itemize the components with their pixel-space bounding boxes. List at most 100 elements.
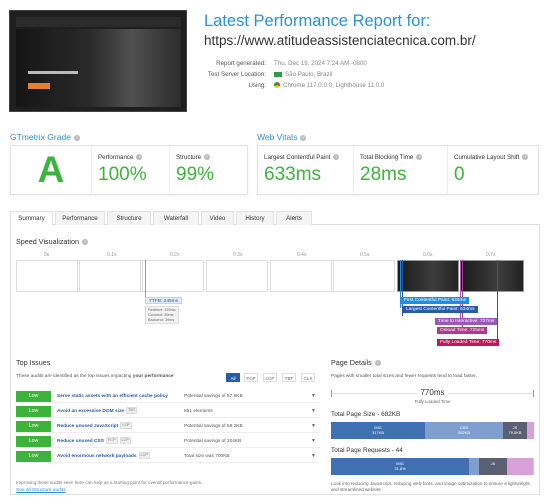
issue-title-wrap[interactable]: Reduce unused JavaScript LCP xyxy=(57,420,132,433)
page-requests-bar: IMG 31.8% JS xyxy=(331,458,534,475)
chevron-down-icon[interactable]: ▼ xyxy=(311,438,316,444)
chevron-down-icon[interactable]: ▼ xyxy=(311,453,316,459)
chevron-down-icon[interactable]: ▼ xyxy=(311,408,316,414)
fcp-marker: First Contentful Paint: 634ms xyxy=(401,297,469,304)
bar-segment: JS 79.5KB xyxy=(503,422,527,439)
timeline-tick: 0.1s xyxy=(107,252,117,258)
segment-label: JS xyxy=(512,425,518,430)
bar-segment xyxy=(527,422,534,439)
issue-row[interactable]: Low Reduce unused JavaScript LCP Potentia… xyxy=(16,420,320,433)
help-icon[interactable]: ? xyxy=(522,154,529,161)
filter-tbt[interactable]: TBT xyxy=(282,373,296,382)
issue-title[interactable]: Reduce unused CSS xyxy=(57,439,104,444)
brazil-flag-icon xyxy=(274,71,282,77)
issue-row[interactable]: Low Reduce unused CSS FCP LCP Potential sa… xyxy=(16,435,320,448)
tab-alerts[interactable]: Alerts xyxy=(276,211,312,225)
help-icon[interactable]: ? xyxy=(416,154,423,161)
fully-loaded-value-text: 770ms xyxy=(417,388,448,397)
tab-waterfall[interactable]: Waterfall xyxy=(153,211,199,225)
page-details-title: Page Details? xyxy=(331,358,381,367)
see-all-structure-audits-link[interactable]: See all Structure audits xyxy=(16,488,66,493)
lcp-marker: Largest Contentful Paint: 634ms xyxy=(403,306,478,313)
help-icon[interactable]: ? xyxy=(136,154,143,161)
onload-line xyxy=(462,260,463,332)
structure-metric: Structure? 99% xyxy=(169,146,247,194)
issue-title-wrap[interactable]: Avoid an excessive DOM size TBT xyxy=(57,405,138,418)
tab-history[interactable]: History xyxy=(236,211,274,225)
issue-title[interactable]: Avoid an excessive DOM size xyxy=(57,409,125,414)
filmstrip-frame[interactable] xyxy=(142,260,204,292)
ttfb-backend: Backend: 39ms xyxy=(148,318,175,322)
filmstrip-frame-rendered[interactable] xyxy=(397,260,459,292)
timeline-tick: 0.5s xyxy=(360,252,370,258)
meta-key: Report generated: xyxy=(216,60,266,67)
filter-cls[interactable]: CLS xyxy=(301,373,315,382)
total-page-size-title: Total Page Size - 682KB xyxy=(331,411,401,418)
meta-value: Thu, Dec 19, 2024 7:24 AM -0800 xyxy=(274,60,367,67)
tab-summary[interactable]: Summary xyxy=(10,211,53,225)
fully-loaded-value: 770ms xyxy=(331,388,534,397)
bar-segment xyxy=(469,458,479,475)
issue-title-wrap[interactable]: Reduce unused CSS FCP LCP xyxy=(57,435,131,448)
segment-label: CSS xyxy=(459,425,469,430)
segment-label: IMG xyxy=(396,461,404,466)
issue-title[interactable]: Avoid enormous network payloads xyxy=(57,454,137,459)
bar-segment: CSS 262KB xyxy=(425,422,503,439)
structure-label: Structure? xyxy=(176,154,211,161)
meta-value-location: São Paulo, Brazil xyxy=(274,69,332,81)
help-icon[interactable]: ? xyxy=(73,134,80,141)
meta-key: Using: xyxy=(248,82,266,89)
issue-title-wrap[interactable]: Avoid enormous network payloads LCP xyxy=(57,450,150,463)
severity-badge: Low xyxy=(16,436,51,447)
help-icon[interactable]: ? xyxy=(82,239,89,246)
filmstrip-frame[interactable] xyxy=(270,260,332,292)
performance-label: Performance? xyxy=(98,154,143,161)
meta-row-using: Using: Chrome 117.0.0.0, Lighthouse 11.0… xyxy=(204,80,444,92)
report-url[interactable]: https://www.atitudeassistenciatecnica.co… xyxy=(204,33,476,48)
segment-label: IMG xyxy=(374,425,382,430)
fully-loaded-marker: Fully Loaded Time: 770ms xyxy=(437,339,500,346)
meta-value: São Paulo, Brazil xyxy=(285,71,333,78)
meta-row-generated: Report generated: Thu, Dec 19, 2024 7:24… xyxy=(204,58,444,70)
ttfb-connect: Connect: 39ms xyxy=(148,313,174,317)
issue-title[interactable]: Reduce unused JavaScript xyxy=(57,424,119,429)
help-icon[interactable]: ? xyxy=(300,134,307,141)
lcp-label-text: Largest Contentful Paint xyxy=(264,154,331,161)
filmstrip-frame[interactable] xyxy=(333,260,395,292)
severity-badge: Low xyxy=(16,421,51,432)
tti-line xyxy=(460,260,461,324)
speed-title-text: Speed Visualization xyxy=(16,237,80,246)
issue-row[interactable]: Low Avoid enormous network payloads LCP T… xyxy=(16,450,320,463)
cls-label: Cumulative Layout Shift? xyxy=(454,154,529,161)
ttfb-details: Redirect: 159ms Connect: 39ms Backend: 3… xyxy=(145,306,179,324)
metric-tag: TBT xyxy=(126,407,138,415)
tab-video[interactable]: Video xyxy=(201,211,234,225)
top-issues-title: Top Issues xyxy=(16,358,51,367)
filter-all[interactable]: All xyxy=(226,373,240,382)
filmstrip-frame[interactable] xyxy=(206,260,268,292)
chevron-down-icon[interactable]: ▼ xyxy=(311,393,316,399)
segment-value: 31.8% xyxy=(394,466,406,471)
page-details-description: Pages with smaller total sizes and fewer… xyxy=(331,374,477,379)
issue-row[interactable]: Low Avoid an excessive DOM size TBT 851 e… xyxy=(16,405,320,418)
tab-performance[interactable]: Performance xyxy=(55,211,105,225)
page-details-footer: Look into reducing JavaScript, reducing … xyxy=(331,481,530,492)
help-icon[interactable]: ? xyxy=(374,360,381,367)
meta-row-location: Test Server Location: São Paulo, Brazil xyxy=(204,69,444,81)
filter-fcp[interactable]: FCP xyxy=(244,373,258,382)
vitals-section-label: Web Vitals xyxy=(257,132,298,142)
page-details-title-text: Page Details xyxy=(331,358,372,367)
issue-title[interactable]: Serve static assets with an efficient ca… xyxy=(57,394,168,399)
help-icon[interactable]: ? xyxy=(204,154,211,161)
structure-value: 99% xyxy=(176,164,215,185)
filmstrip-frame[interactable] xyxy=(16,260,78,292)
issue-summary: Potential savings of 204KB xyxy=(184,439,242,444)
filmstrip-frame[interactable] xyxy=(79,260,141,292)
chevron-down-icon[interactable]: ▼ xyxy=(311,423,316,429)
lcp-value: 633ms xyxy=(264,164,322,185)
filter-lcp[interactable]: LCP xyxy=(263,373,277,382)
issue-row[interactable]: Low Serve static assets with an efficien… xyxy=(16,390,320,403)
tab-structure[interactable]: Structure xyxy=(107,211,151,225)
filmstrip-frame-rendered[interactable] xyxy=(460,260,524,292)
help-icon[interactable]: ? xyxy=(333,154,340,161)
